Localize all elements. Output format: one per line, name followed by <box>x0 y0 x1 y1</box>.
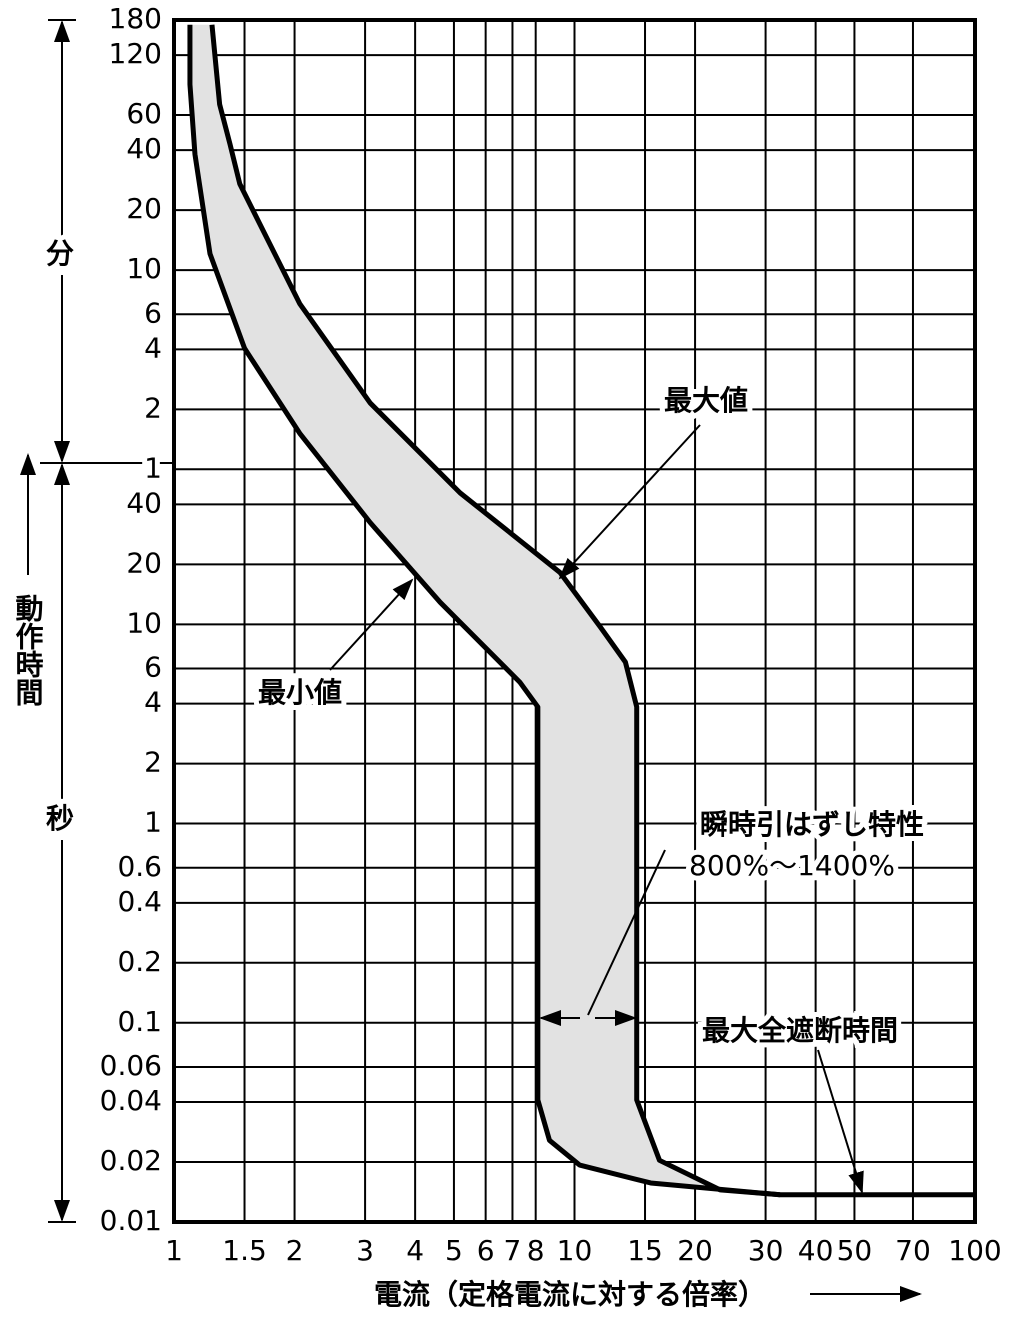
y-tick-label: 0.2 <box>117 945 162 978</box>
minutes-label: 分 <box>46 237 74 270</box>
x-tick-label: 1.5 <box>222 1234 267 1267</box>
y-axis-label: 動作時間 <box>12 594 45 706</box>
y-tick-label: 4 <box>144 686 162 719</box>
x-tick-label: 1 <box>165 1234 183 1267</box>
x-tick-label: 6 <box>477 1234 495 1267</box>
y-tick-label: 20 <box>126 546 162 579</box>
y-tick-label: 0.06 <box>100 1049 162 1082</box>
x-tick-label: 4 <box>406 1234 424 1267</box>
x-axis-label: 電流（定格電流に対する倍率） <box>374 1278 766 1311</box>
axis-decor <box>20 19 922 1302</box>
y-tick-label: 2 <box>144 746 162 779</box>
y-tick-label: 1 <box>144 451 162 484</box>
x-tick-label: 5 <box>445 1234 463 1267</box>
x-tick-label: 50 <box>837 1234 873 1267</box>
x-tick-label: 10 <box>557 1234 593 1267</box>
y-tick-label: 0.01 <box>100 1204 162 1237</box>
y-tick-label: 0.4 <box>117 885 162 918</box>
y-tick-label: 6 <box>144 296 162 329</box>
x-tick-label: 3 <box>356 1234 374 1267</box>
legend-min: 最小値 <box>258 676 342 709</box>
frame <box>172 18 977 1224</box>
y-tick-label: 0.6 <box>117 850 162 883</box>
annotation: 800%〜1400% <box>689 849 895 882</box>
x-tick-label: 2 <box>286 1234 304 1267</box>
y-tick-label: 0.02 <box>100 1144 162 1177</box>
annotation: 瞬時引はずし特性 <box>700 808 924 841</box>
band <box>189 24 976 1195</box>
plot <box>187 24 976 1198</box>
y-tick-label: 120 <box>109 37 162 70</box>
y-tick-label: 0.04 <box>100 1084 162 1117</box>
seconds-label: 秒 <box>46 802 74 835</box>
y-tick-label: 40 <box>126 132 162 165</box>
x-tick-label: 40 <box>798 1234 834 1267</box>
y-tick-label: 4 <box>144 331 162 364</box>
x-tick-label: 100 <box>948 1234 1001 1267</box>
x-tick-label: 7 <box>504 1234 522 1267</box>
y-tick-label: 60 <box>126 97 162 130</box>
x-tick-label: 70 <box>895 1234 931 1267</box>
curve <box>209 24 975 1198</box>
y-tick-label: 180 <box>109 2 162 35</box>
y-tick-label: 10 <box>126 606 162 639</box>
y-tick-label: 20 <box>126 192 162 225</box>
x-tick-label: 30 <box>748 1234 784 1267</box>
x-tick-label: 15 <box>627 1234 663 1267</box>
y-tick-label: 10 <box>126 252 162 285</box>
y-tick-label: 1 <box>144 806 162 839</box>
curve <box>187 24 781 1198</box>
y-tick-label: 2 <box>144 391 162 424</box>
x-tick-label: 20 <box>677 1234 713 1267</box>
annotation: 最大全遮断時間 <box>702 1014 898 1047</box>
grid <box>173 19 976 1223</box>
x-tick-label: 8 <box>527 1234 545 1267</box>
legend-max: 最大値 <box>664 384 748 417</box>
y-tick-label: 6 <box>144 651 162 684</box>
y-tick-label: 40 <box>126 486 162 519</box>
y-tick-label: 0.1 <box>117 1005 162 1038</box>
